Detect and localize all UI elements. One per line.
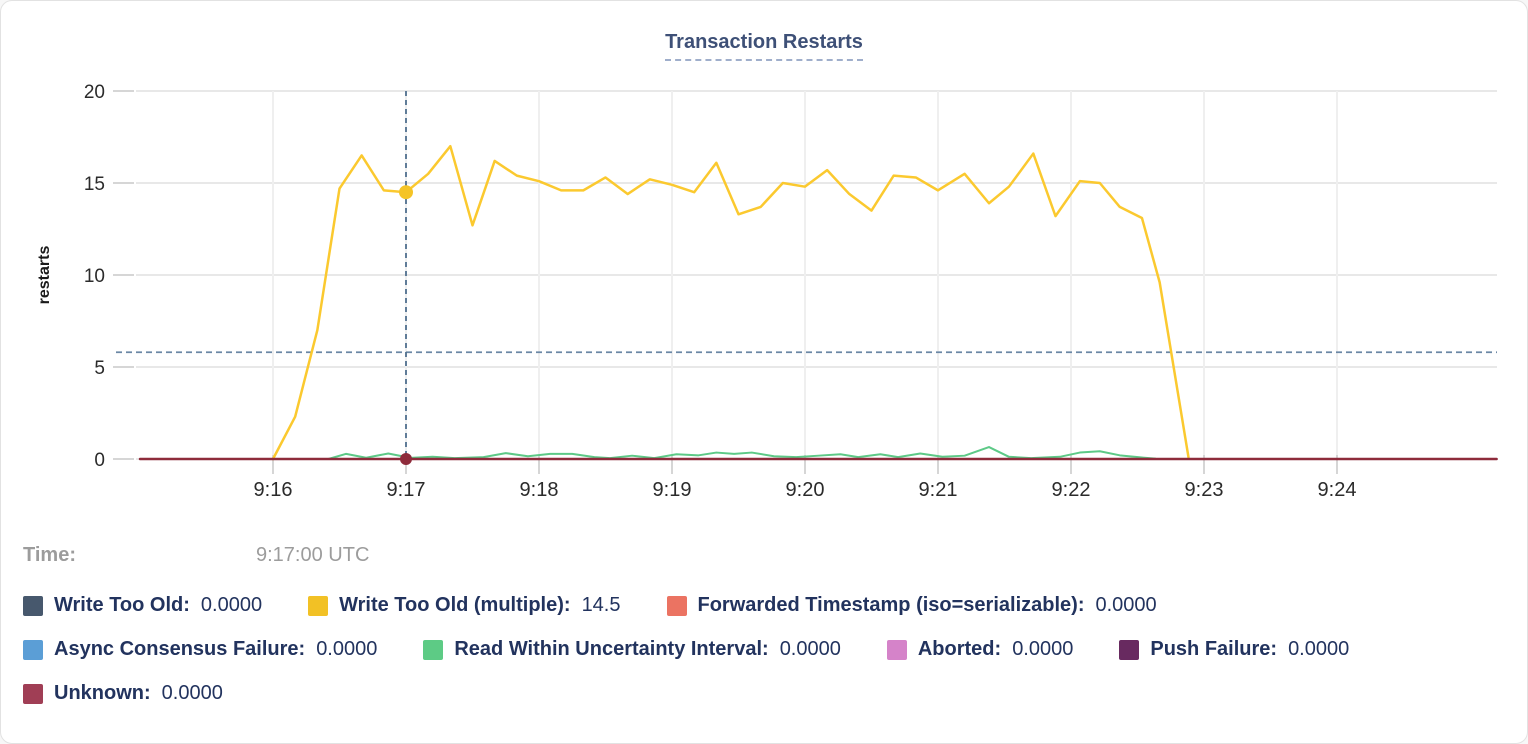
svg-text:9:22: 9:22: [1052, 479, 1091, 501]
legend-value: 0.0000: [1012, 638, 1074, 660]
forwarded-timestamp-swatch: [666, 595, 687, 616]
legend-item-forwarded-timestamp: Forwarded Timestamp (iso=serializable): …: [666, 594, 1157, 617]
svg-text:15: 15: [84, 174, 105, 195]
svg-text:20: 20: [84, 82, 105, 103]
legend-label: Read Within Uncertainty Interval:: [454, 638, 769, 660]
legend-value: 0.0000: [779, 638, 841, 660]
push-failure-swatch: [1119, 639, 1140, 660]
svg-text:9:19: 9:19: [653, 479, 692, 501]
hover-time-label: Time:: [23, 544, 76, 566]
legend-item-write-too-old: Write Too Old: 0.0000: [23, 594, 262, 617]
write-too-old-multiple-swatch: [308, 595, 329, 616]
svg-text:9:21: 9:21: [919, 479, 958, 501]
legend-label: Aborted:: [917, 638, 1002, 660]
unknown-swatch: [23, 683, 43, 704]
legend-row-1: Write Too Old: 0.0000 Write Too Old (mul…: [23, 594, 1527, 617]
chart-title[interactable]: Transaction Restarts: [665, 31, 863, 61]
transaction-restarts-chart[interactable]: 0 5 10 15 20 9:16 9:17 9:18 9:19 9:20 9:21 9:22 9:23…: [1, 69, 1528, 504]
svg-text:9:20: 9:20: [786, 479, 825, 501]
hover-time-value: 9:17:00 UTC: [256, 544, 370, 566]
legend-label: Write Too Old:: [54, 594, 190, 616]
legend-item-unknown: Unknown: 0.0000: [23, 682, 223, 705]
legend-value: 0.0000: [161, 682, 223, 704]
svg-text:10: 10: [84, 266, 105, 287]
legend-item-push-failure: Push Failure: 0.0000: [1119, 638, 1349, 661]
aborted-swatch: [886, 639, 907, 660]
legend-label: Async Consensus Failure:: [54, 638, 306, 660]
svg-text:5: 5: [94, 358, 105, 379]
svg-text:9:23: 9:23: [1185, 479, 1224, 501]
legend-label: Forwarded Timestamp (iso=serializable):: [697, 594, 1085, 616]
svg-text:restarts: restarts: [36, 246, 53, 305]
legend-value: 0.0000: [200, 594, 263, 616]
chart-header: Transaction Restarts: [1, 1, 1527, 61]
svg-text:9:24: 9:24: [1318, 479, 1357, 501]
legend-label: Push Failure:: [1150, 638, 1278, 660]
legend-value: 0.0000: [1288, 638, 1350, 660]
svg-text:9:17: 9:17: [387, 479, 426, 501]
legend-row-2: Async Consensus Failure: 0.0000 Read Wit…: [23, 638, 1527, 661]
hover-time-row: Time: 9:17:00 UTC: [23, 544, 1527, 567]
legend-item-read-within-uncertainty: Read Within Uncertainty Interval: 0.0000: [423, 638, 841, 661]
legend-item-aborted: Aborted: 0.0000: [886, 638, 1074, 661]
legend-value: 14.5: [581, 594, 621, 616]
read-within-uncertainty-swatch: [423, 639, 444, 660]
svg-text:9:18: 9:18: [520, 479, 559, 501]
legend-item-write-too-old-multiple: Write Too Old (multiple): 14.5: [308, 594, 621, 617]
legend-label: Unknown:: [54, 682, 151, 704]
write-too-old-swatch: [23, 595, 43, 616]
legend-row-3: Unknown: 0.0000: [23, 682, 1527, 705]
legend-value: 0.0000: [316, 638, 378, 660]
legend-label: Write Too Old (multiple):: [339, 594, 571, 616]
legend-item-async-consensus-failure: Async Consensus Failure: 0.0000: [23, 638, 377, 661]
svg-text:0: 0: [94, 450, 105, 471]
svg-text:9:16: 9:16: [254, 479, 293, 501]
async-consensus-failure-swatch: [23, 639, 43, 660]
legend-value: 0.0000: [1095, 594, 1157, 616]
